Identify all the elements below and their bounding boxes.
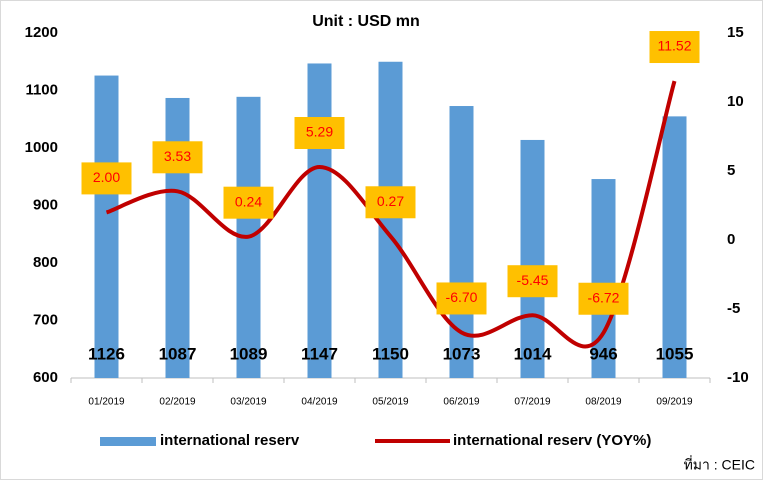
label-box [152,141,203,174]
label-box [436,282,487,315]
label-box [365,186,416,219]
bar-value-label: 1150 [372,344,409,363]
label-box [507,265,558,298]
y2-tick-label: 5 [727,162,735,179]
x-tick-label: 02/2019 [159,397,196,408]
chart-title: Unit : USD mn [312,13,420,30]
y-tick-label: 1200 [25,24,58,41]
bar [520,139,545,378]
y-tick-label: 1000 [25,139,58,156]
y-tick-label: 600 [33,369,58,386]
x-tick-label: 05/2019 [372,397,409,408]
line-value-label: 5.29 [306,124,333,140]
bar-value-label: 1055 [656,344,694,363]
line-value-label: 11.52 [658,38,692,54]
bar-value-label: 1126 [88,344,125,363]
line-value-label: 3.53 [164,148,191,164]
line [105,80,677,349]
bar [165,97,190,378]
label-box [578,282,629,315]
y-tick-label: 900 [33,196,58,213]
x-tick-label: 09/2019 [656,397,693,408]
y2-tick-label: -5 [727,300,740,317]
y2-tick-label: 0 [727,231,735,248]
x-tick-label: 03/2019 [230,397,267,408]
x-tick-label: 04/2019 [301,397,338,408]
label-box [294,116,345,149]
label-box [223,186,274,219]
legend-label: international reserv (YOY%) [453,432,651,449]
bar [378,61,403,378]
y-tick-label: 800 [33,254,58,271]
bar-value-label: 946 [589,344,617,363]
bar [94,75,119,379]
source: ที่มา : CEIC [684,456,755,473]
bar-value-label: 1147 [301,344,338,363]
line-value-label: -6.72 [588,289,620,305]
label-box [649,31,700,64]
bar-value-label: 1087 [159,344,197,363]
line-value-label: 0.27 [377,193,404,209]
legend-label: international reserv [160,432,300,449]
y-tick-label: 700 [33,311,58,328]
y2-tick-label: -10 [727,369,749,386]
line-value-label: 0.24 [235,193,262,209]
y2-tick-label: 15 [727,24,744,41]
line-value-label: -6.70 [446,289,478,305]
bar-value-label: 1073 [443,344,481,363]
x-tick-label: 01/2019 [88,397,125,408]
x-tick-label: 06/2019 [443,397,480,408]
bar [307,63,332,378]
legend-swatch [100,437,156,446]
line-value-label: -5.45 [517,272,549,288]
y-tick-label: 1100 [25,81,58,98]
x-tick-label: 08/2019 [585,397,622,408]
bar-value-label: 1014 [514,344,552,363]
x-tick-label: 07/2019 [514,397,551,408]
label-box [81,162,132,195]
bar-value-label: 1089 [230,344,268,363]
bar [662,116,687,378]
y2-tick-label: 10 [727,93,744,110]
line-value-label: 2.00 [93,169,120,185]
